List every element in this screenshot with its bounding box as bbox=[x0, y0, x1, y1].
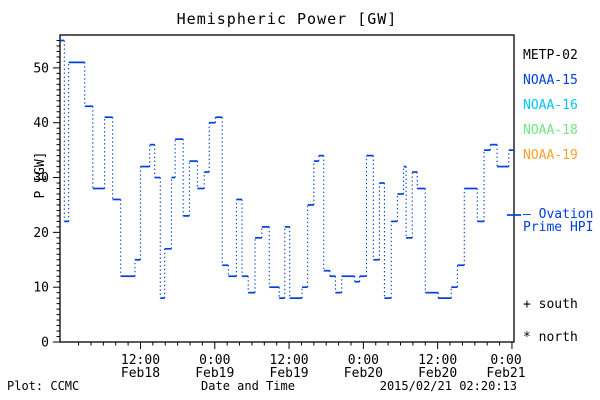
legend-item-noaa-19: NOAA-19 bbox=[523, 148, 578, 163]
legend-item-noaa-16: NOAA-16 bbox=[523, 98, 578, 113]
legend-item-ovation-prime-hpi: — Ovation Prime HPI bbox=[523, 208, 593, 234]
plot-border bbox=[59, 34, 515, 343]
legend-item-metp-02: METP-02 bbox=[523, 48, 578, 63]
x-tick-date-label: Feb19 bbox=[195, 366, 234, 381]
y-tick-label: 10 bbox=[33, 281, 49, 296]
ovation-label-line1: — Ovation bbox=[523, 207, 594, 222]
chart-title: Hemispheric Power [GW] bbox=[176, 10, 398, 28]
x-tick-time-label: 0:00 bbox=[199, 353, 230, 368]
x-tick-time-label: 0:00 bbox=[490, 353, 521, 368]
footer-timestamp: 2015/02/21 02:20:13 bbox=[379, 379, 517, 393]
x-tick-time-label: 12:00 bbox=[418, 353, 457, 368]
y-tick-label: 40 bbox=[33, 116, 49, 131]
legend-item-noaa-15: NOAA-15 bbox=[523, 73, 578, 88]
x-tick-date-label: Feb20 bbox=[418, 366, 457, 381]
x-axis-title: Date and Time bbox=[201, 379, 295, 393]
x-tick-time-label: 12:00 bbox=[121, 353, 160, 368]
y-tick-label: 50 bbox=[33, 61, 49, 76]
legend-item-north-marker: * north bbox=[523, 330, 578, 345]
y-tick-label: 20 bbox=[33, 226, 49, 241]
x-tick-date-label: Feb19 bbox=[270, 366, 309, 381]
y-axis-label: P [GW] bbox=[33, 151, 48, 199]
y-tick-label: 0 bbox=[41, 336, 49, 351]
x-tick-date-label: Feb18 bbox=[121, 366, 160, 381]
x-tick-time-label: 12:00 bbox=[270, 353, 309, 368]
legend-item-south-marker: + south bbox=[523, 297, 578, 312]
x-tick-date-label: Feb21 bbox=[486, 366, 525, 381]
footer-plot-source: Plot: CCMC bbox=[7, 379, 80, 393]
x-tick-date-label: Feb20 bbox=[344, 366, 383, 381]
x-tick-time-label: 0:00 bbox=[348, 353, 379, 368]
y-tick-label: 30 bbox=[33, 171, 49, 186]
ovation-label-line2: Prime HPI bbox=[523, 220, 594, 235]
legend-item-noaa-18: NOAA-18 bbox=[523, 123, 578, 138]
